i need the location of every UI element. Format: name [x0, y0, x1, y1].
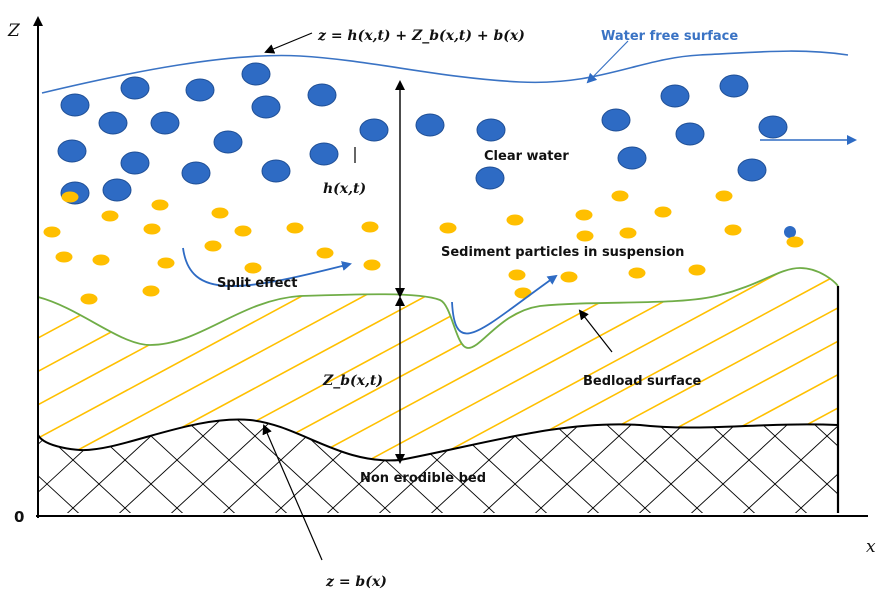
free-surface-equation: z = h(x,t) + Z_b(x,t) + b(x) — [317, 28, 525, 44]
water-drop — [720, 75, 748, 97]
sediment-particle — [102, 211, 119, 222]
sediment-particle — [577, 231, 594, 242]
sediment-particle — [235, 226, 252, 237]
sediment-particle — [716, 191, 733, 202]
water-drop — [61, 94, 89, 116]
water-drop — [151, 112, 179, 134]
bed-eq-leader — [264, 426, 322, 560]
water-drop — [477, 119, 505, 141]
bed-hatch-line — [736, 400, 866, 520]
sediment-particle — [62, 192, 79, 203]
sediment-particles — [44, 191, 804, 305]
bed-hatch-line — [0, 400, 34, 520]
sediment-particle — [561, 272, 578, 283]
bed-hatch-line — [840, 400, 880, 520]
water-drop — [103, 179, 131, 201]
sediment-particle — [620, 228, 637, 239]
sediment-particle — [93, 255, 110, 266]
sediment-particle — [689, 265, 706, 276]
sediment-particle — [56, 252, 73, 263]
bed-thickness-label: Z_b(x,t) — [322, 373, 383, 389]
sediment-particle — [612, 191, 629, 202]
sediment-particle — [629, 268, 646, 279]
sediment-particle — [287, 223, 304, 234]
sediment-particle — [509, 270, 526, 281]
sediment-particle — [725, 225, 742, 236]
sediment-particle — [440, 223, 457, 234]
sediment-particle — [152, 200, 169, 211]
water-drop — [121, 77, 149, 99]
bedload-resuspension-arrow — [452, 276, 556, 334]
non-erodible-bed-label: Non erodible bed — [360, 471, 486, 486]
water-drop — [252, 96, 280, 118]
water-drop — [784, 226, 796, 238]
water-drop — [476, 167, 504, 189]
sediment-particle — [212, 208, 229, 219]
water-drop — [58, 140, 86, 162]
bedload-surface-line — [38, 268, 838, 348]
sediment-particle — [144, 224, 161, 235]
sediment-particle — [364, 260, 381, 271]
bedload-hatch-line — [692, 240, 880, 520]
water-drop — [242, 63, 270, 85]
sediment-particle — [362, 222, 379, 233]
water-drop — [602, 109, 630, 131]
bed-hatch-line — [788, 400, 880, 520]
bedload-hatch-line — [0, 240, 220, 520]
water-drop — [661, 85, 689, 107]
sediment-particle — [205, 241, 222, 252]
bed-hatch-line — [788, 400, 880, 520]
sediment-particle — [44, 227, 61, 238]
bed-crosshatch — [0, 400, 880, 520]
water-drop — [121, 152, 149, 174]
water-drop — [618, 147, 646, 169]
non-erodible-bed-line — [38, 420, 838, 461]
water-drops — [58, 63, 796, 238]
sediment-particle — [576, 210, 593, 221]
water-drop — [676, 123, 704, 145]
water-free-surface-leader — [588, 41, 628, 82]
bed-equation: z = b(x) — [325, 574, 387, 590]
sediment-suspension-label: Sediment particles in suspension — [441, 245, 684, 260]
clear-water-label: Clear water — [484, 149, 569, 164]
sediment-particle — [507, 215, 524, 226]
water-drop — [759, 116, 787, 138]
sediment-particle — [323, 251, 329, 257]
water-drop — [310, 143, 338, 165]
z-axis-label: Z — [7, 21, 21, 41]
bed-hatch-line — [0, 400, 34, 520]
sediment-particle — [245, 263, 262, 274]
x-axis-label: x — [866, 537, 876, 557]
sediment-particle — [655, 207, 672, 218]
water-drop — [416, 114, 444, 136]
water-drop — [186, 79, 214, 101]
sediment-particle — [787, 237, 804, 248]
sediment-particle — [81, 294, 98, 305]
sediment-particle — [158, 258, 175, 269]
bedload-hatch-line — [754, 240, 880, 520]
water-free-surface-label: Water free surface — [601, 29, 738, 44]
sediment-particle — [143, 286, 160, 297]
free-surface-eq-leader — [266, 33, 312, 52]
water-drop — [738, 159, 766, 181]
water-drop — [182, 162, 210, 184]
water-drop — [214, 131, 242, 153]
split-effect-label: Split effect — [217, 276, 297, 291]
bed-hatch-line — [840, 400, 880, 520]
water-drop — [262, 160, 290, 182]
origin-label: 0 — [14, 508, 24, 526]
water-drop — [99, 112, 127, 134]
water-drop — [360, 119, 388, 141]
water-height-label: h(x,t) — [323, 181, 366, 197]
bedload-surface-label: Bedload surface — [583, 374, 702, 389]
sediment-particle — [515, 288, 532, 299]
water-drop — [308, 84, 336, 106]
